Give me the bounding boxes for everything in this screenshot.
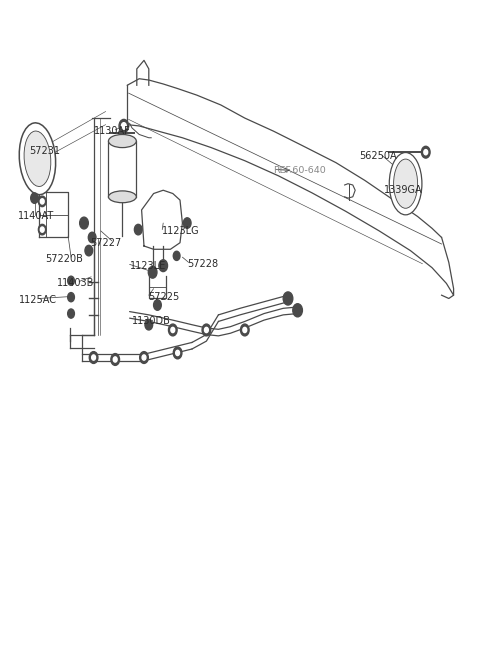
Circle shape: [140, 352, 148, 363]
Circle shape: [68, 293, 74, 302]
Text: 1339GA: 1339GA: [384, 185, 422, 195]
Circle shape: [148, 266, 157, 278]
Circle shape: [171, 327, 175, 333]
Circle shape: [283, 292, 293, 305]
Ellipse shape: [24, 131, 51, 186]
Circle shape: [145, 319, 153, 330]
Circle shape: [183, 218, 191, 228]
Circle shape: [92, 355, 96, 360]
Circle shape: [68, 276, 74, 285]
Circle shape: [38, 196, 46, 207]
Text: 57231: 57231: [29, 146, 60, 156]
Text: 57225: 57225: [148, 291, 179, 302]
Text: 1130AF: 1130AF: [94, 126, 131, 136]
Ellipse shape: [394, 159, 418, 209]
Text: 57228: 57228: [187, 258, 218, 269]
Circle shape: [134, 224, 142, 235]
Circle shape: [38, 224, 46, 235]
Circle shape: [159, 260, 168, 272]
Text: 1130DB: 1130DB: [132, 316, 171, 327]
Ellipse shape: [108, 191, 136, 203]
Circle shape: [119, 119, 129, 133]
Ellipse shape: [389, 152, 422, 215]
Circle shape: [111, 354, 120, 365]
Circle shape: [173, 347, 182, 359]
Text: 1140AT: 1140AT: [18, 211, 55, 222]
Text: 1123LG: 1123LG: [162, 226, 200, 236]
Circle shape: [293, 304, 302, 317]
Ellipse shape: [19, 123, 56, 195]
Circle shape: [142, 355, 146, 360]
Circle shape: [88, 232, 96, 243]
Circle shape: [173, 251, 180, 260]
Circle shape: [113, 357, 117, 362]
Circle shape: [31, 193, 38, 203]
Text: 56250A: 56250A: [359, 151, 396, 161]
Circle shape: [168, 324, 177, 336]
Circle shape: [85, 245, 93, 256]
Circle shape: [421, 146, 430, 158]
Circle shape: [154, 300, 161, 310]
Circle shape: [424, 150, 428, 155]
Circle shape: [80, 217, 88, 229]
Text: 57227: 57227: [90, 237, 121, 248]
Circle shape: [243, 327, 247, 333]
Circle shape: [202, 324, 211, 336]
Text: 1123LE: 1123LE: [130, 260, 166, 271]
Text: REF.60-640: REF.60-640: [274, 166, 326, 175]
Circle shape: [121, 123, 126, 129]
Circle shape: [204, 327, 208, 333]
Circle shape: [240, 324, 249, 336]
Text: 1125AC: 1125AC: [19, 295, 57, 305]
Circle shape: [176, 350, 180, 356]
Text: 57220B: 57220B: [46, 254, 84, 264]
Text: 11403B: 11403B: [57, 278, 94, 289]
Circle shape: [40, 227, 44, 232]
Ellipse shape: [108, 134, 136, 148]
Circle shape: [68, 309, 74, 318]
Circle shape: [89, 352, 98, 363]
Circle shape: [40, 199, 44, 204]
